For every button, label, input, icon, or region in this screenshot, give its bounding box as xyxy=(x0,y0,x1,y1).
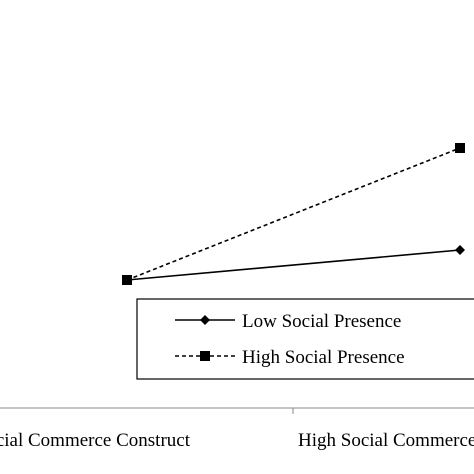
data-point-low-social-presence-1 xyxy=(455,245,465,255)
x-tick-label-high: High Social Commerce Construct xyxy=(298,430,474,451)
legend: Low Social Presence High Social Presence xyxy=(136,298,474,380)
series-layer xyxy=(122,143,465,285)
series-line-high-social-presence xyxy=(126,147,461,281)
x-tick-label-low: Low Social Commerce Construct xyxy=(0,430,191,451)
legend-label-low: Low Social Presence xyxy=(242,311,401,332)
legend-marker-square xyxy=(200,351,210,361)
legend-label-high: High Social Presence xyxy=(242,347,405,368)
legend-box xyxy=(136,298,474,380)
series-line-low-social-presence xyxy=(126,249,461,281)
legend-marker-diamond xyxy=(200,315,210,325)
data-point-high-social-presence-0 xyxy=(122,275,132,285)
data-point-high-social-presence-1 xyxy=(455,143,465,153)
